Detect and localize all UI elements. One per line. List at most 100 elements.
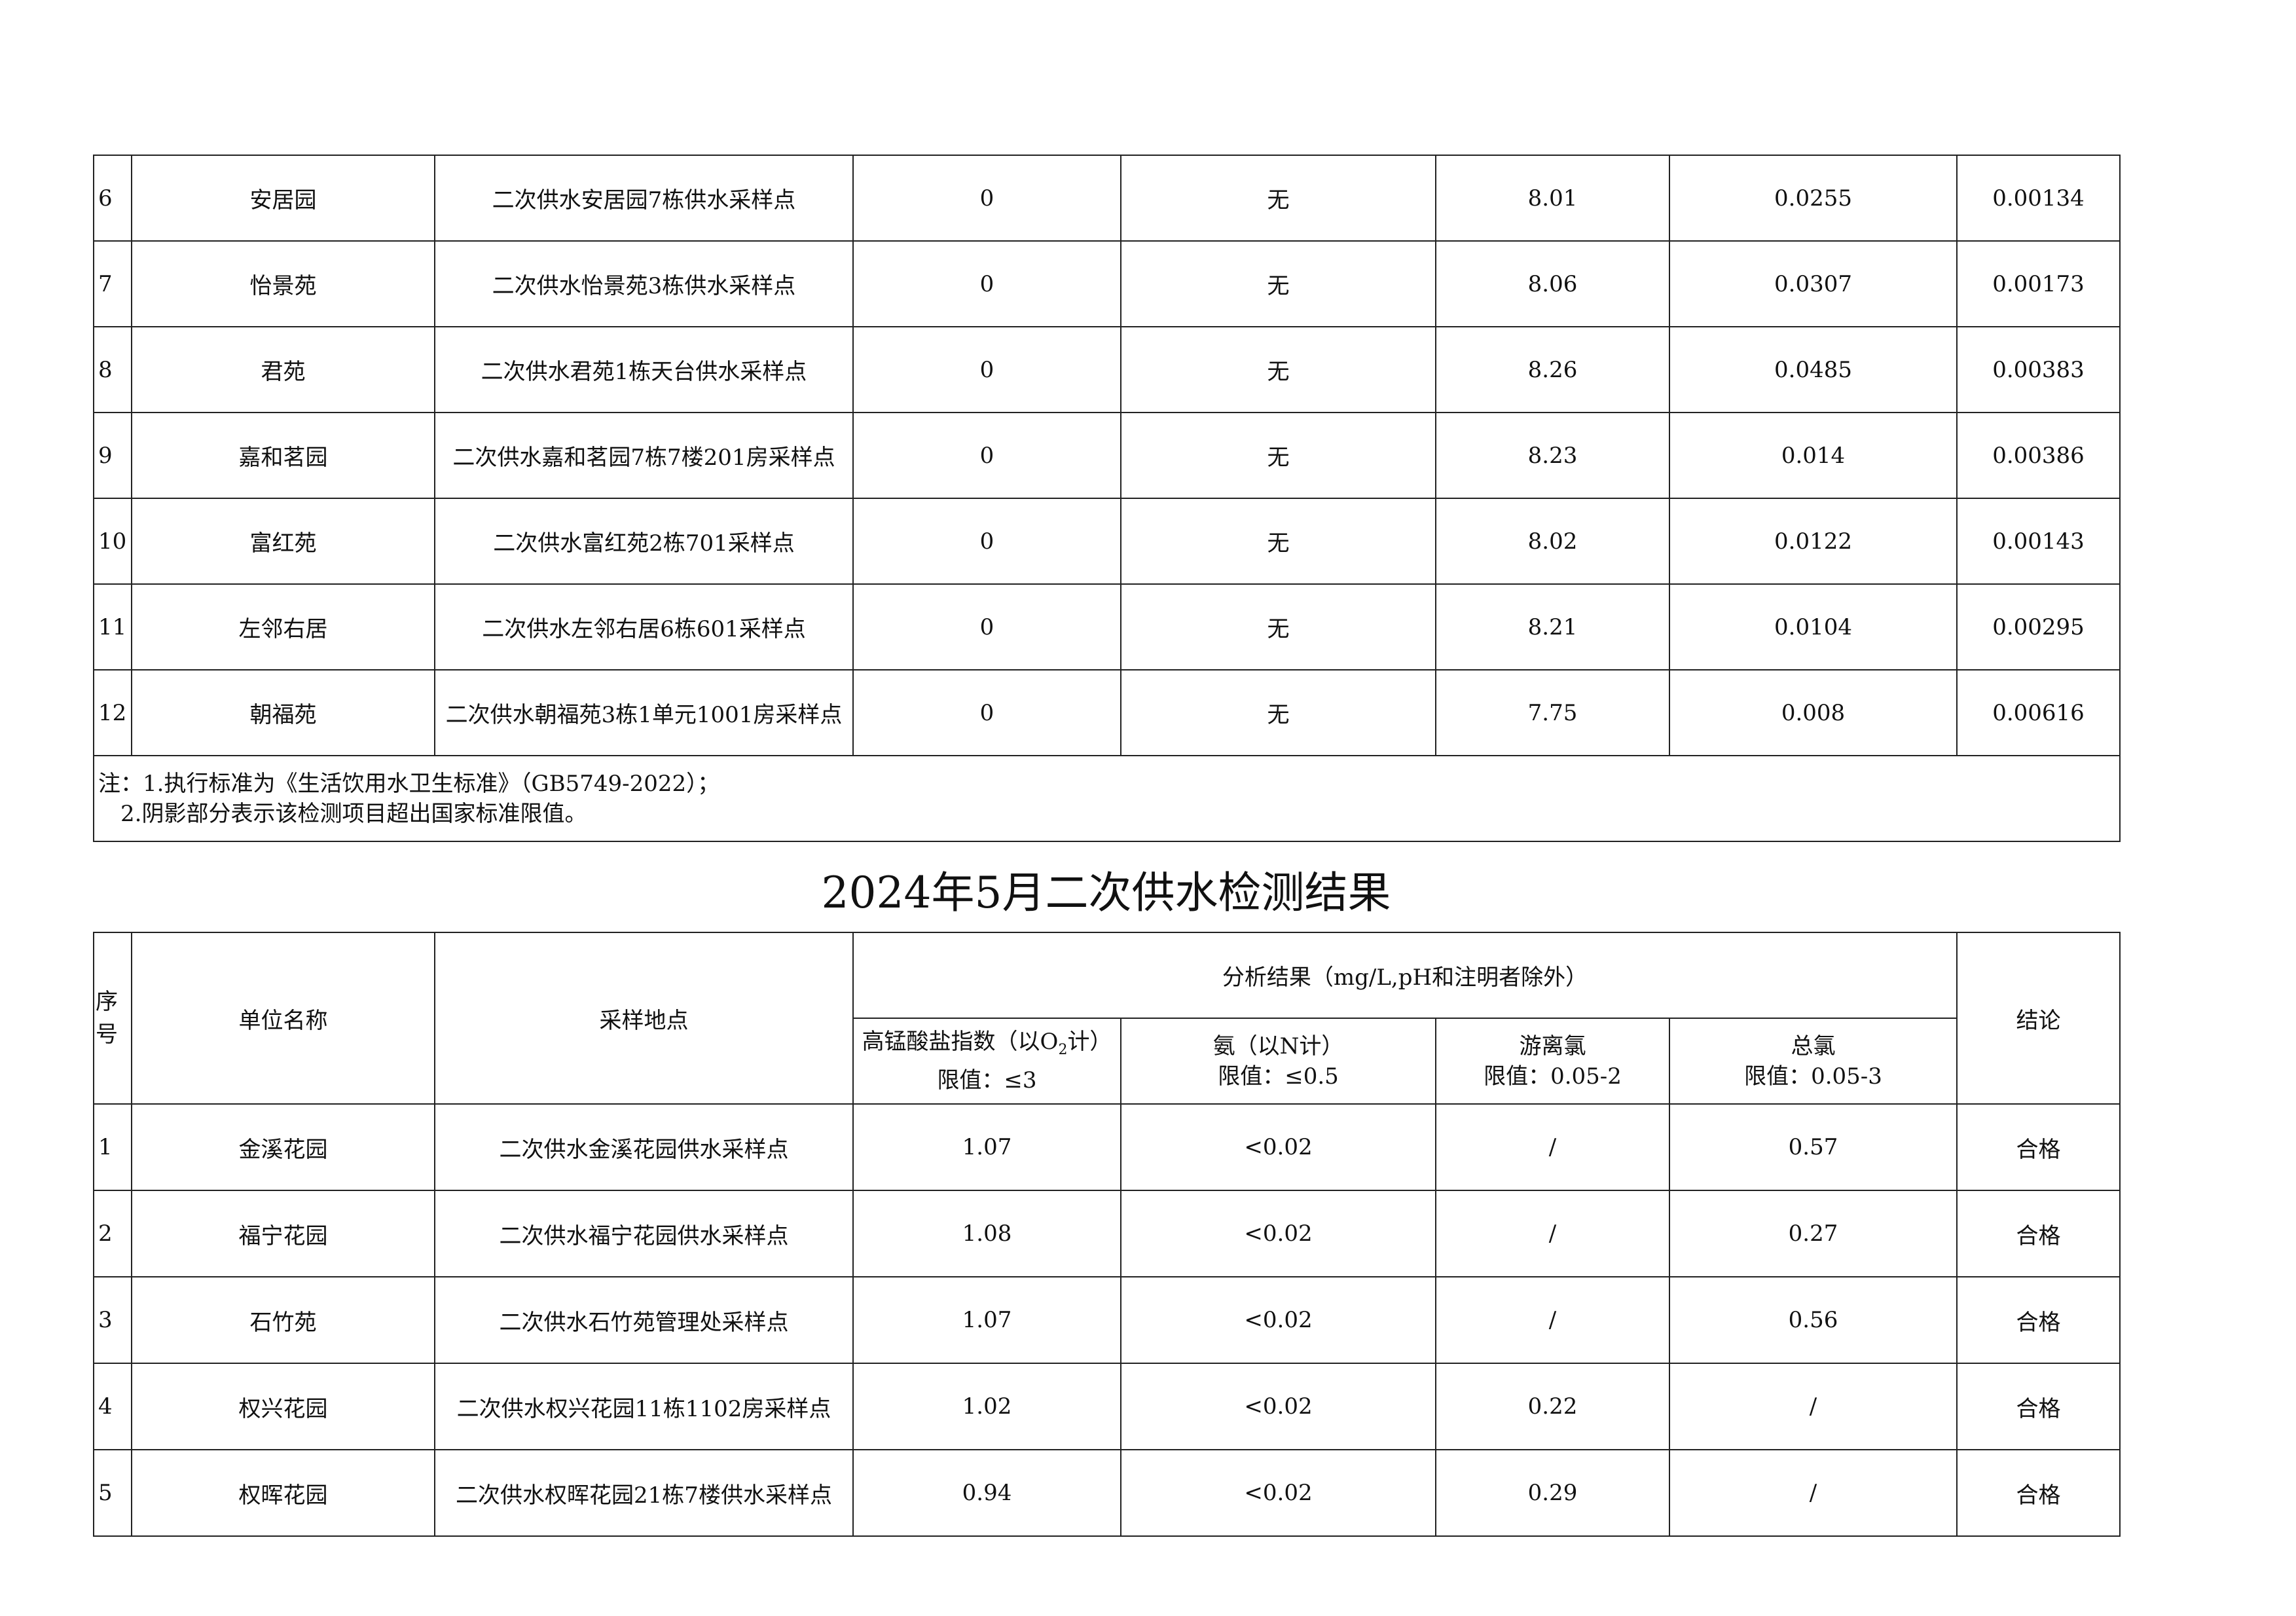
cell-seq: 1 [93,1103,132,1191]
cell-free-cl: / [1435,1103,1670,1191]
cell-unit: 石竹苑 [131,1276,435,1364]
header-cod: 高锰酸盐指数（以O2计） 限值：≤3 [852,1018,1121,1105]
cell-c4: 0.0255 [1669,155,1958,242]
cell-unit: 金溪花园 [131,1103,435,1191]
cell-ammonia: <0.02 [1120,1190,1436,1277]
cell-c3: 8.01 [1435,155,1670,242]
header-ammonia: 氨（以N计） 限值：≤0.5 [1120,1018,1436,1105]
total-chlorine-name: 总氯 [1791,1033,1836,1059]
header-free-chlorine: 游离氯 限值：0.05-2 [1435,1018,1670,1105]
cell-c5: 0.00295 [1956,583,2121,670]
cell-site: 二次供水嘉和茗园7栋7楼201房采样点 [434,412,854,499]
table-row: 2 福宁花园 二次供水福宁花园供水采样点 1.08 <0.02/0.27 合格 [93,1190,2121,1277]
cell-site: 二次供水福宁花园供水采样点 [434,1190,854,1277]
cell-unit: 君苑 [131,326,435,413]
cell-site: 二次供水石竹苑管理处采样点 [434,1276,854,1364]
cell-conclusion: 合格 [1956,1363,2121,1450]
cell-ammonia: <0.02 [1120,1103,1436,1191]
cell-unit: 左邻右居 [131,583,435,670]
cell-c4: 0.0122 [1669,498,1958,585]
cell-c2: 无 [1120,240,1436,327]
cell-seq: 5 [93,1449,132,1537]
cell-unit: 富红苑 [131,498,435,585]
cell-unit: 权晖花园 [131,1449,435,1537]
cell-ammonia: <0.02 [1120,1363,1436,1450]
cell-conclusion: 合格 [1956,1449,2121,1537]
cell-site: 二次供水富红苑2栋701采样点 [434,498,854,585]
table-row: 7 怡景苑 二次供水怡景苑3栋供水采样点 0 无 8.06 0.0307 0.00173 [93,240,2121,327]
cell-total-cl: 0.27 [1668,1190,1958,1277]
cell-free-cl: / [1435,1276,1670,1364]
cell-c1: 0 [852,583,1121,670]
results-table-may-2024: 序号 单位名称 采样地点 分析结果（mg/L,pH和注明者除外） 结论 高锰酸盐… [93,932,2121,1537]
header-total-chlorine: 总氯 限值：0.05-3 [1668,1018,1958,1105]
table-row: 12 朝福苑 二次供水朝福苑3栋1单元1001房采样点 0 无 7.75 0.008 0.00… [93,669,2121,756]
cell-unit: 朝福苑 [131,669,435,756]
cell-c2: 无 [1120,412,1436,499]
cod-name-end: 计） [1067,1029,1112,1056]
cell-c2: 无 [1120,326,1436,413]
header-conclusion: 结论 [1956,932,2121,1105]
page-title: 2024年5月二次供水检测结果 [821,868,1391,918]
free-chlorine-limit: 限值：0.05-2 [1484,1063,1622,1090]
header-site: 采样地点 [434,932,854,1105]
table-row: 5 权晖花园 二次供水权晖花园21栋7楼供水采样点 0.94 <0.02 0.29/合格 [93,1449,2121,1537]
cell-seq: 2 [93,1190,132,1277]
cell-unit: 福宁花园 [131,1190,435,1277]
cell-seq: 8 [93,326,132,413]
cell-site: 二次供水金溪花园供水采样点 [434,1103,854,1191]
cod-subscript: 2 [1058,1041,1068,1058]
cell-site: 二次供水权兴花园11栋1102房采样点 [434,1363,854,1450]
cell-c1: 0 [852,498,1121,585]
cell-site: 二次供水权晖花园21栋7楼供水采样点 [434,1449,854,1537]
cell-c4: 0.0485 [1669,326,1958,413]
cell-ammonia: <0.02 [1120,1449,1436,1537]
header-seq: 序号 [93,932,132,1105]
cell-site: 二次供水怡景苑3栋供水采样点 [434,240,854,327]
cell-site: 二次供水朝福苑3栋1单元1001房采样点 [434,669,854,756]
cell-cod: 1.07 [852,1276,1121,1364]
cell-free-cl: 0.22 [1435,1363,1670,1450]
table-row: 10 富红苑 二次供水富红苑2栋701采样点 0 无 8.02 0.0122 0.00143 [93,498,2121,585]
cell-c5: 0.00616 [1956,669,2121,756]
cell-total-cl: / [1668,1363,1958,1450]
cell-c5: 0.00383 [1956,326,2121,413]
cell-c4: 0.0307 [1669,240,1958,327]
cell-free-cl: / [1435,1190,1670,1277]
cell-total-cl: / [1668,1449,1958,1537]
cell-total-cl: 0.56 [1668,1276,1958,1364]
cell-c3: 7.75 [1435,669,1670,756]
header-unit: 单位名称 [131,932,435,1105]
cell-conclusion: 合格 [1956,1276,2121,1364]
cell-c5: 0.00386 [1956,412,2121,499]
cell-cod: 1.02 [852,1363,1121,1450]
cod-name: 高锰酸盐指数（以O [862,1029,1059,1056]
cell-site: 二次供水君苑1栋天台供水采样点 [434,326,854,413]
note-line-2: 2.阴影部分表示该检测项目超出国家标准限值。 [98,800,587,827]
cell-unit: 权兴花园 [131,1363,435,1450]
cell-conclusion: 合格 [1956,1103,2121,1191]
cell-c5: 0.00173 [1956,240,2121,327]
cell-c3: 8.23 [1435,412,1670,499]
cell-c2: 无 [1120,155,1436,242]
cell-total-cl: 0.57 [1668,1103,1958,1191]
note-line-1: 注：1.执行标准为《生活饮用水卫生标准》（GB5749-2022）； [98,770,720,797]
ammonia-limit: 限值：≤0.5 [1218,1063,1339,1090]
cell-seq: 7 [93,240,132,327]
cell-c5: 0.00143 [1956,498,2121,585]
cell-c2: 无 [1120,669,1436,756]
table-row: 9 嘉和茗园 二次供水嘉和茗园7栋7楼201房采样点 0 无 8.23 0.014 0.003… [93,412,2121,499]
cell-seq: 4 [93,1363,132,1450]
cell-c4: 0.008 [1669,669,1958,756]
cell-seq: 9 [93,412,132,499]
cell-seq: 6 [93,155,132,242]
cell-c1: 0 [852,155,1121,242]
cell-c3: 8.02 [1435,498,1670,585]
cell-c4: 0.0104 [1669,583,1958,670]
cell-site: 二次供水安居园7栋供水采样点 [434,155,854,242]
cod-limit: 限值：≤3 [937,1067,1037,1093]
table-row: 8 君苑 二次供水君苑1栋天台供水采样点 0 无 8.26 0.0485 0.00383 [93,326,2121,413]
cell-c1: 0 [852,240,1121,327]
cell-c3: 8.21 [1435,583,1670,670]
cell-c2: 无 [1120,498,1436,585]
